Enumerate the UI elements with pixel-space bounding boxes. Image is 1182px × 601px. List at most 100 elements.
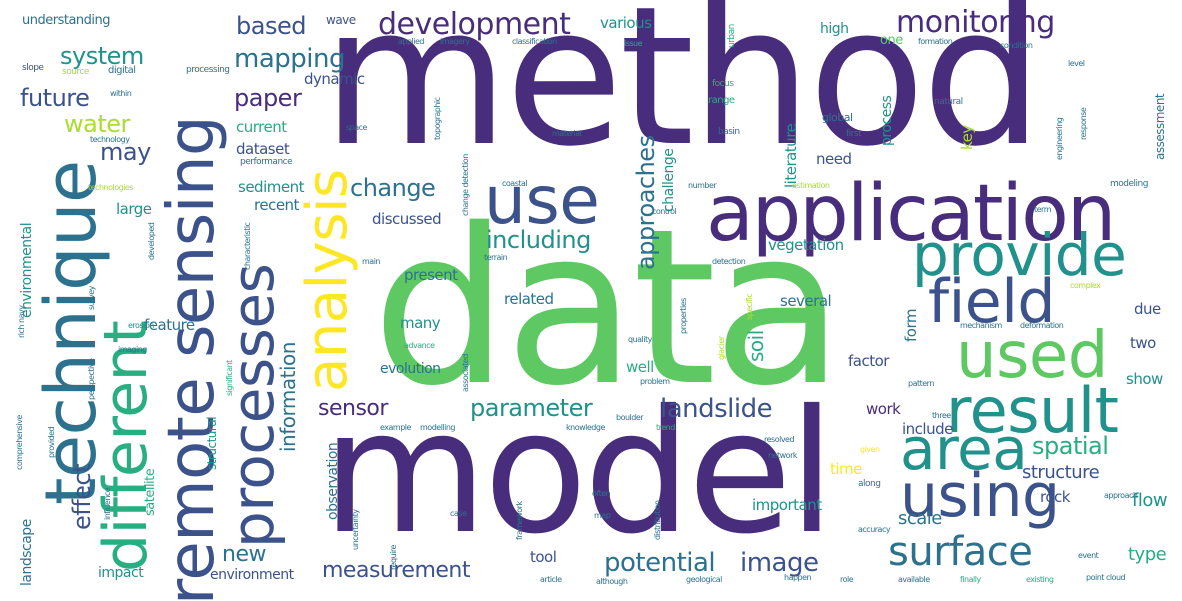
word-characteristic: characteristic <box>243 222 252 270</box>
word-article: article <box>540 575 562 584</box>
word-modelling: modelling <box>420 423 456 432</box>
word-happen: happen <box>784 573 812 582</box>
word-coastal: coastal <box>502 179 528 188</box>
word-based: based <box>236 12 306 40</box>
word-although: although <box>596 577 628 586</box>
word-evolution: evolution <box>380 361 441 377</box>
word-significant: significant <box>225 360 234 396</box>
word-large: large <box>116 200 152 218</box>
word-imaging: imaging <box>118 345 147 354</box>
word-monitoring: monitoring <box>896 5 1055 40</box>
word-one: one <box>880 33 903 48</box>
word-influence: influence <box>103 487 112 520</box>
word-provided: provided <box>47 426 56 458</box>
word-technologies: technologies <box>88 183 134 192</box>
word-method: method <box>322 0 1043 189</box>
word-trend: trend <box>656 423 675 432</box>
word-slope: slope <box>22 63 44 73</box>
word-development: development <box>378 7 571 42</box>
word-spatial: spatial <box>1032 432 1109 460</box>
word-may: may <box>100 138 151 166</box>
word-paper: paper <box>234 84 302 112</box>
word-current: current <box>236 118 287 136</box>
word-complex: complex <box>1070 281 1101 290</box>
word-comprehensive: comprehensive <box>15 415 24 470</box>
word-knowledge: knowledge <box>566 423 605 432</box>
word-observation: observation <box>325 442 341 520</box>
word-application: application <box>706 169 1116 259</box>
word-number: number <box>688 181 717 190</box>
word-associated: associated <box>461 354 470 392</box>
word-quality: quality <box>628 335 652 344</box>
word-pattern: pattern <box>908 379 934 388</box>
word-data: data <box>372 182 844 433</box>
word-formation: formation <box>918 37 953 46</box>
word-recent: recent <box>254 196 299 214</box>
word-source: source <box>62 67 89 77</box>
word-potential: potential <box>604 548 716 578</box>
word-often: often <box>592 489 611 498</box>
word-parameter: parameter <box>470 394 593 422</box>
word-point-cloud: point cloud <box>1086 573 1126 582</box>
word-mapping: mapping <box>234 44 345 74</box>
word-sediment: sediment <box>238 178 304 196</box>
word-survey: survey <box>87 286 96 310</box>
word-problem: problem <box>640 377 670 386</box>
word-dataset: dataset <box>236 140 290 158</box>
word-available: available <box>898 575 930 584</box>
word-main: main <box>362 257 381 266</box>
word-understanding: understanding <box>22 13 111 28</box>
word-result: result <box>946 374 1119 447</box>
word-require: require <box>389 545 398 570</box>
word-within: within <box>110 89 132 98</box>
word-issue: issue <box>624 39 643 48</box>
word-using: using <box>900 461 1060 531</box>
word-response: response <box>1079 107 1088 140</box>
word-process: process <box>879 95 895 146</box>
word-provide: provide <box>912 221 1127 289</box>
word-resolved: resolved <box>764 435 795 444</box>
word-many: many <box>400 314 441 332</box>
word-finally: finally <box>960 575 981 584</box>
word-image: image <box>740 548 819 578</box>
word-terrain: terrain <box>484 253 508 262</box>
word-role: role <box>840 575 854 584</box>
word-case: case <box>450 509 467 518</box>
word-mechanism: mechanism <box>960 321 1002 330</box>
word-use: use <box>484 162 600 239</box>
word-environmental: environmental <box>19 222 35 318</box>
word-measurement: measurement <box>322 558 470 583</box>
word-form: form <box>902 309 920 342</box>
word-present: present <box>404 266 458 284</box>
word-detection: detection <box>712 257 746 266</box>
word-water: water <box>64 110 130 138</box>
word-tool: tool <box>530 548 557 566</box>
word-natural: natural <box>934 97 963 107</box>
word-different: different <box>91 320 161 572</box>
word-imagery: imagery <box>440 37 470 46</box>
word-uncertainty: uncertainty <box>351 509 360 550</box>
word-existing: existing <box>1026 575 1054 584</box>
word-landscape: landscape <box>19 519 35 586</box>
word-basin: basin <box>718 127 740 137</box>
word-future: future <box>20 84 90 112</box>
word-several: several <box>780 292 832 310</box>
word-model: model <box>322 374 835 572</box>
word-space: space <box>346 123 367 132</box>
word-network: network <box>768 451 798 460</box>
word-focus: focus <box>712 79 734 89</box>
word-challenge: challenge <box>661 148 677 212</box>
word-urban: urban <box>727 24 737 48</box>
word-factor: factor <box>848 352 889 370</box>
word-level: level <box>1068 59 1085 68</box>
word-landslide: landslide <box>660 394 773 424</box>
word-show: show <box>1126 370 1163 388</box>
word-new: new <box>222 542 266 567</box>
word-need: need <box>816 150 852 168</box>
word-classification: classification <box>512 37 557 46</box>
word-structure: structure <box>1022 462 1100 483</box>
word-event: event <box>1078 551 1099 560</box>
word-applied: applied <box>398 37 425 46</box>
word-sensor: sensor <box>318 396 388 421</box>
word-developed: developed <box>147 222 156 260</box>
